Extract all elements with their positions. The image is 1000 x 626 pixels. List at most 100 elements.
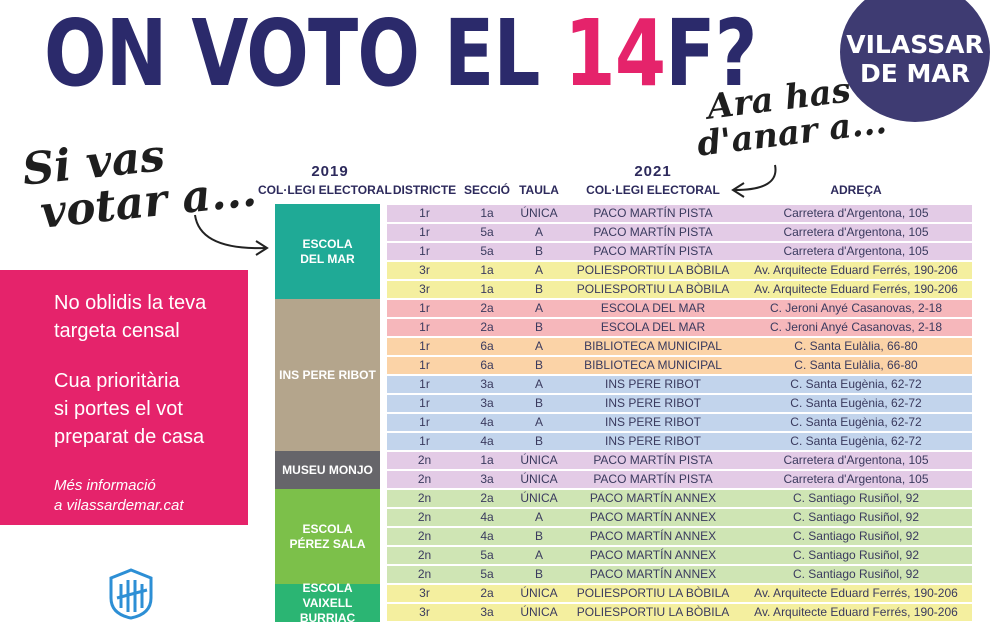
table-row: 2n 2a ÚNICA PACO MARTÍN ANNEX C. Santiago Ru… xyxy=(387,490,972,507)
address-cell: C. Santa Eugènia, 62-72 xyxy=(790,434,922,448)
school-block: INS PERE RIBOT xyxy=(275,299,380,451)
address-cell: Carretera d'Argentona, 105 xyxy=(783,225,929,239)
header-address: ADREÇA xyxy=(830,183,882,197)
table-row: 1r 1a ÚNICA PACO MARTÍN PISTA Carretera d'Ar… xyxy=(387,205,972,222)
section-cell: 4a xyxy=(480,434,494,448)
district-cell: 3r xyxy=(419,605,430,619)
address-cell: Av. Arquitecte Eduard Ferrés, 190-206 xyxy=(754,282,958,296)
section-cell: 4a xyxy=(480,415,494,429)
college-cell: INS PERE RIBOT xyxy=(604,377,702,391)
table-row: 1r 6a B BIBLIOTECA MUNICIPAL C. Santa Eulàli… xyxy=(387,357,972,374)
address-cell: C. Santiago Rusiñol, 92 xyxy=(792,567,920,581)
college-cell: PACO MARTÍN ANNEX xyxy=(589,548,717,562)
section-cell: 4a xyxy=(480,529,494,543)
table-row: 1r 3a A INS PERE RIBOT C. Santa Eugènia, 62-… xyxy=(387,376,972,393)
college-cell: INS PERE RIBOT xyxy=(604,396,702,410)
table-row: 1r 6a A BIBLIOTECA MUNICIPAL C. Santa Eulàli… xyxy=(387,338,972,355)
table-cell: B xyxy=(534,282,543,296)
table-cell: B xyxy=(534,529,543,543)
school-block: ESCOLA DEL MAR xyxy=(275,204,380,299)
table-cell: ÚNICA xyxy=(520,491,558,505)
header-college-2019: COL·LEGI ELECTORAL xyxy=(258,183,392,197)
college-cell: PACO MARTÍN ANNEX xyxy=(589,567,717,581)
table-row: 1r 5a B PACO MARTÍN PISTA Carretera d'Argent… xyxy=(387,243,972,260)
section-cell: 1a xyxy=(480,282,494,296)
district-cell: 1r xyxy=(419,225,430,239)
address-cell: Av. Arquitecte Eduard Ferrés, 190-206 xyxy=(754,586,958,600)
school-name: MUSEU MONJO xyxy=(282,462,373,477)
section-cell: 2a xyxy=(480,586,494,600)
table-cell: ÚNICA xyxy=(520,472,558,486)
header-section: SECCIÓ xyxy=(463,183,510,197)
title-highlight: 14 xyxy=(564,0,666,107)
college-cell: PACO MARTÍN PISTA xyxy=(593,472,713,486)
school-name: ESCOLA VAIXELL BURRIAC xyxy=(299,580,356,625)
table-row: 1r 5a A PACO MARTÍN PISTA Carretera d'Argent… xyxy=(387,224,972,241)
district-cell: 1r xyxy=(419,339,430,353)
table-cell: B xyxy=(534,567,543,581)
college-cell: PACO MARTÍN PISTA xyxy=(593,206,713,220)
college-cell: INS PERE RIBOT xyxy=(604,434,702,448)
table-cell: A xyxy=(534,339,543,353)
info-more2[interactable]: a vilassardemar.cat xyxy=(54,497,184,514)
info-line4: si portes el vot xyxy=(54,398,183,420)
table-cell: A xyxy=(534,377,543,391)
table-cell: A xyxy=(534,263,543,277)
section-cell: 3a xyxy=(480,472,494,486)
section-cell: 5a xyxy=(480,567,494,581)
address-cell: Carretera d'Argentona, 105 xyxy=(783,472,929,486)
district-cell: 1r xyxy=(419,301,430,315)
table-cell: A xyxy=(534,225,543,239)
section-cell: 6a xyxy=(480,339,494,353)
table-cell: ÚNICA xyxy=(520,586,558,600)
table-row: 1r 2a A ESCOLA DEL MAR C. Jeroni Anyé Casano… xyxy=(387,300,972,317)
district-cell: 1r xyxy=(419,377,430,391)
address-cell: C. Jeroni Anyé Casanovas, 2-18 xyxy=(769,301,943,315)
section-cell: 2a xyxy=(480,320,494,334)
table-cell: B xyxy=(534,434,543,448)
school-block: ESCOLA PÉREZ SALA xyxy=(275,489,380,584)
table-cell: ÚNICA xyxy=(520,206,558,220)
table-cell: ÚNICA xyxy=(520,453,558,467)
district-cell: 2n xyxy=(417,567,432,581)
table-row: 3r 3a ÚNICA POLIESPORTIU LA BÒBILA Av. Arqui… xyxy=(387,604,972,621)
college-cell: ESCOLA DEL MAR xyxy=(600,301,706,315)
table-row: 1r 4a A INS PERE RIBOT C. Santa Eugènia, 62-… xyxy=(387,414,972,431)
district-cell: 3r xyxy=(419,282,430,296)
school-name: ESCOLA PÉREZ SALA xyxy=(289,521,366,551)
title-part1: ON VOTO EL xyxy=(44,0,565,107)
college-cell: POLIESPORTIU LA BÒBILA xyxy=(576,263,730,277)
district-cell: 2n xyxy=(417,529,432,543)
table-row: 2n 5a B PACO MARTÍN ANNEX C. Santiago Rusiño… xyxy=(387,566,972,583)
address-cell: C. Santiago Rusiñol, 92 xyxy=(792,529,920,543)
district-cell: 2n xyxy=(417,548,432,562)
table-row: 2n 4a B PACO MARTÍN ANNEX C. Santiago Rusiño… xyxy=(387,528,972,545)
table-row: 2n 5a A PACO MARTÍN ANNEX C. Santiago Rusiño… xyxy=(387,547,972,564)
section-cell: 5a xyxy=(480,548,494,562)
header-district: DISTRICTE xyxy=(392,183,457,197)
header-table: TAULA xyxy=(519,183,559,197)
arrow-right-icon xyxy=(731,164,777,198)
address-cell: Carretera d'Argentona, 105 xyxy=(783,453,929,467)
section-cell: 3a xyxy=(480,605,494,619)
header-college-2021: COL·LEGI ELECTORAL xyxy=(586,183,720,197)
address-cell: C. Jeroni Anyé Casanovas, 2-18 xyxy=(769,320,943,334)
badge-line2: DE MAR xyxy=(859,59,970,88)
table-cell: B xyxy=(534,244,543,258)
title-part2: F? xyxy=(665,0,757,107)
town-logo-icon xyxy=(109,568,153,620)
section-cell: 3a xyxy=(480,377,494,391)
address-cell: C. Santa Eulàlia, 66-80 xyxy=(794,339,918,353)
address-cell: Carretera d'Argentona, 105 xyxy=(783,244,929,258)
college-cell: PACO MARTÍN ANNEX xyxy=(589,529,717,543)
college-cell: POLIESPORTIU LA BÒBILA xyxy=(576,586,730,600)
district-cell: 1r xyxy=(419,415,430,429)
address-cell: C. Santa Eulàlia, 66-80 xyxy=(794,358,918,372)
town-badge: VILASSAR DE MAR xyxy=(840,0,990,122)
college-cell: BIBLIOTECA MUNICIPAL xyxy=(584,358,722,372)
table-row: 2n 4a A PACO MARTÍN ANNEX C. Santiago Rusiño… xyxy=(387,509,972,526)
table-row: 3r 2a ÚNICA POLIESPORTIU LA BÒBILA Av. Arqui… xyxy=(387,585,972,602)
college-cell: INS PERE RIBOT xyxy=(604,415,702,429)
year-2019: 2019 xyxy=(311,163,349,180)
section-cell: 3a xyxy=(480,396,494,410)
